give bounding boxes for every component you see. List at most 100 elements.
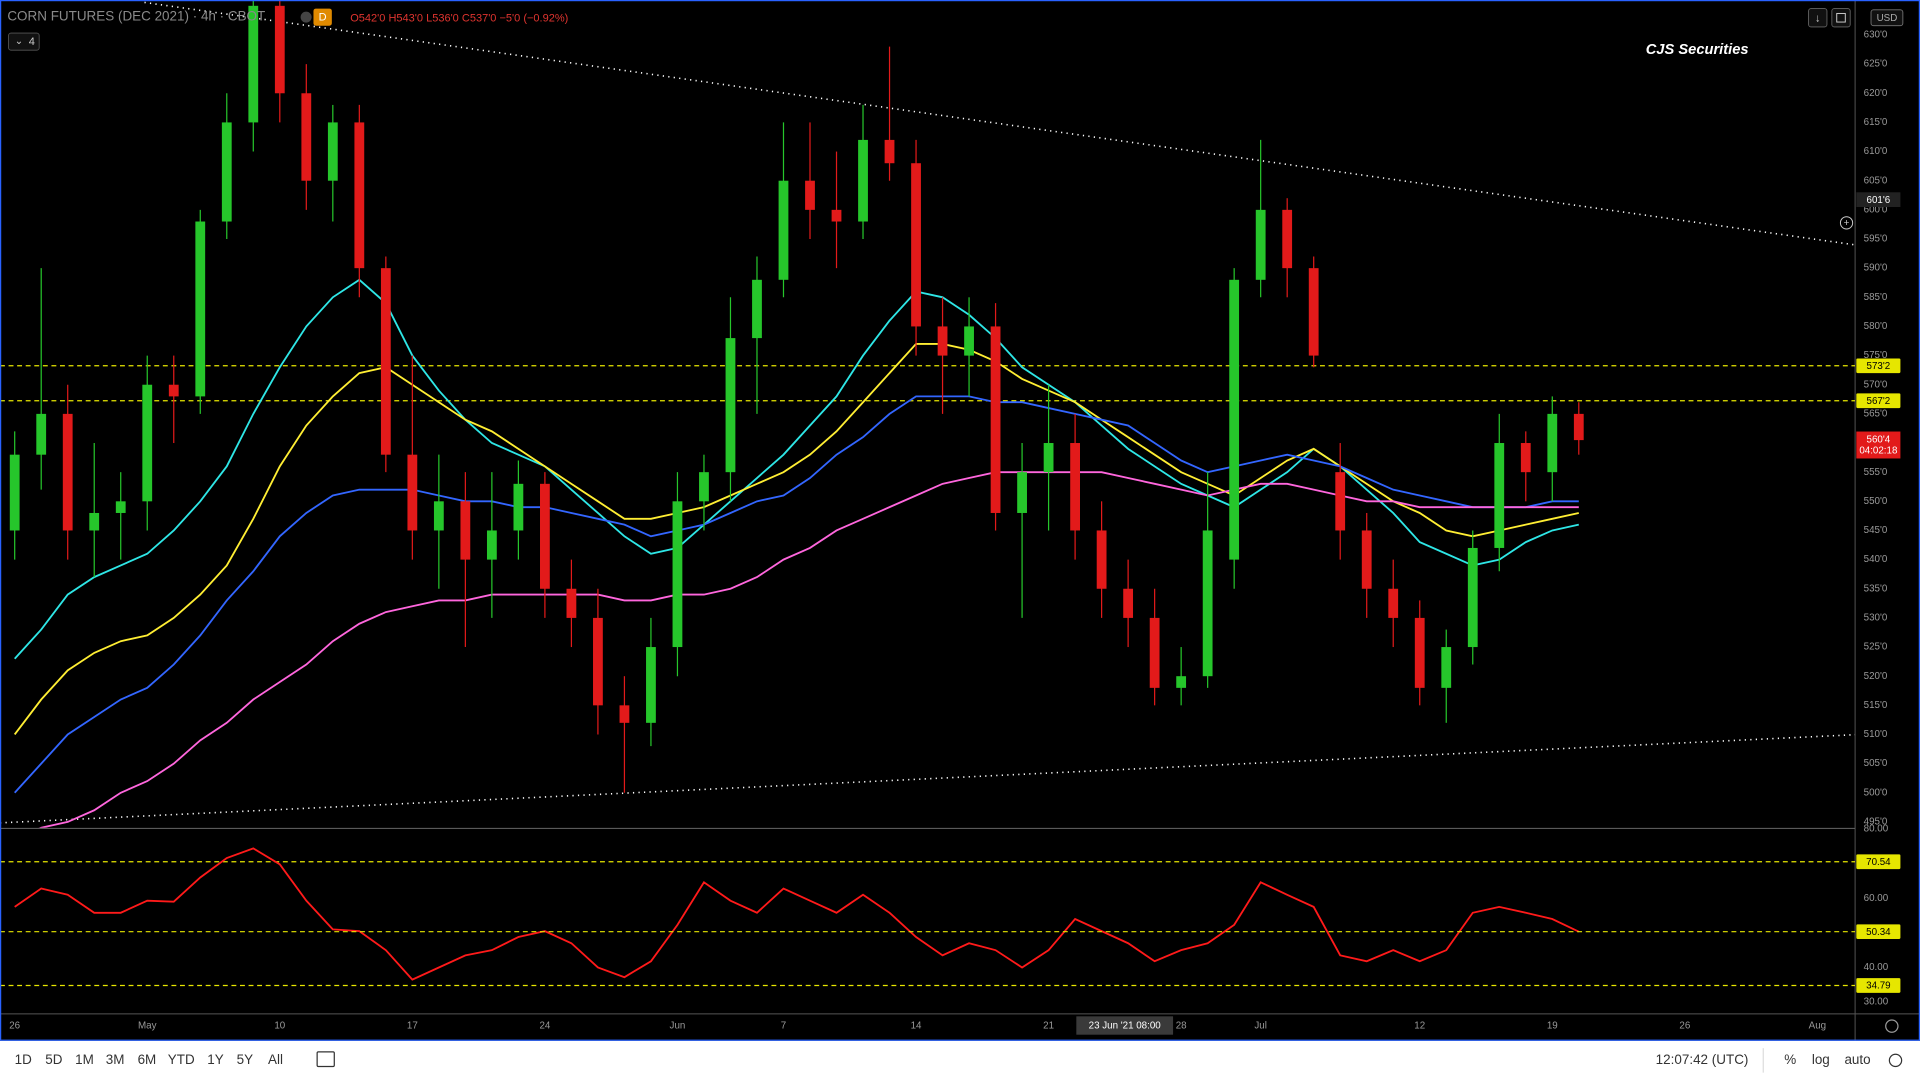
candle-body <box>1520 443 1531 473</box>
last-price-bg <box>1856 431 1901 459</box>
rsi-tick-label: 80.00 <box>1864 824 1889 835</box>
x-tick-label: 12 <box>1414 1021 1425 1032</box>
candle-body <box>89 512 100 531</box>
candle-body <box>1547 413 1558 473</box>
add-alert-icon[interactable]: + <box>1844 218 1850 229</box>
indicator-count[interactable]: 4 <box>29 36 35 48</box>
currency-label[interactable]: USD <box>1877 13 1898 24</box>
price-level-label-bg <box>1856 358 1901 374</box>
candle-body <box>937 326 948 356</box>
range-button[interactable]: All <box>268 1052 283 1067</box>
y-tick-label: 570'0 <box>1864 379 1888 390</box>
rsi-level-label: 70.54 <box>1866 857 1891 868</box>
candle-body <box>1282 209 1293 269</box>
candle-body <box>1017 472 1027 513</box>
x-tick-label: 10 <box>274 1021 285 1032</box>
candle-body <box>699 472 709 502</box>
y-tick-label: 590'0 <box>1864 263 1888 274</box>
candle-body <box>619 705 630 723</box>
candle-body <box>168 384 179 397</box>
candle-body <box>301 93 312 181</box>
candle-body <box>1573 413 1584 441</box>
fullscreen-icon[interactable] <box>1836 12 1846 23</box>
y-tick-label: 610'0 <box>1864 146 1888 157</box>
range-button[interactable]: 5D <box>45 1052 62 1067</box>
y-tick-label: 585'0 <box>1864 292 1888 303</box>
candle-body <box>195 221 206 397</box>
ohlc-readout: O542'0 H543'0 L536'0 C537'0 −5'0 (−0.92%… <box>350 12 568 24</box>
candle-body <box>9 454 20 531</box>
candle-body <box>566 588 577 618</box>
goto-date-button[interactable] <box>316 1051 335 1068</box>
range-button[interactable]: 6M <box>138 1052 157 1067</box>
last-price: 560'4 <box>1867 435 1891 446</box>
x-tick-label: 26 <box>9 1021 20 1032</box>
y-tick-label: 595'0 <box>1864 234 1888 245</box>
y-tick-label: 630'0 <box>1864 30 1888 41</box>
rsi-tick-label: 30.00 <box>1864 997 1889 1008</box>
moving-average <box>38 471 1579 828</box>
rsi-last-label: 50.34 <box>1866 927 1891 938</box>
y-tick-label: 550'0 <box>1864 496 1888 507</box>
candle-body <box>1414 617 1425 688</box>
indicator-toggle-arrow[interactable]: ⌄ <box>15 36 23 47</box>
y-tick-label: 580'0 <box>1864 321 1888 332</box>
range-button[interactable]: 1D <box>15 1052 32 1067</box>
price-level-label: 567'2 <box>1867 396 1891 407</box>
interval-badge-bg[interactable] <box>313 8 332 26</box>
add-alert-button[interactable] <box>1839 216 1854 230</box>
range-button[interactable]: 1M <box>75 1052 94 1067</box>
candle-body <box>327 122 338 181</box>
range-button[interactable]: 1Y <box>207 1052 223 1067</box>
download-icon[interactable]: ↓ <box>1815 12 1821 24</box>
range-button[interactable]: 3M <box>106 1052 125 1067</box>
auto-toggle[interactable]: auto <box>1844 1052 1870 1067</box>
rsi-tick-label: 60.00 <box>1864 893 1889 904</box>
rsi-level-label: 34.79 <box>1866 981 1890 992</box>
candle-body <box>380 268 391 455</box>
percent-toggle[interactable]: % <box>1784 1052 1796 1067</box>
rsi-line <box>14 847 1580 981</box>
y-tick-label: 530'0 <box>1864 612 1888 623</box>
candle-body <box>1176 676 1187 688</box>
price-level-label: 573'2 <box>1867 361 1891 372</box>
log-toggle[interactable]: log <box>1812 1052 1830 1067</box>
fullscreen-button[interactable] <box>1831 8 1851 28</box>
candle-body <box>884 139 895 164</box>
y-tick-label: 525'0 <box>1864 642 1888 653</box>
range-button[interactable]: 5Y <box>237 1052 253 1067</box>
y-tick-label: 600'0 <box>1864 204 1888 215</box>
y-tick-label: 555'0 <box>1864 467 1888 478</box>
candle-body <box>354 122 365 269</box>
y-tick-label: 540'0 <box>1864 554 1888 565</box>
y-tick-label: 535'0 <box>1864 583 1888 594</box>
rsi-last-label-bg <box>1856 924 1901 940</box>
price-level-label-bg <box>1856 393 1901 409</box>
candle-body <box>1202 530 1213 677</box>
candle-body <box>1255 209 1266 280</box>
candle-body <box>274 5 285 94</box>
candle-body <box>1096 530 1107 589</box>
chart-background <box>0 0 1920 1041</box>
download-button[interactable] <box>1808 8 1828 28</box>
candle-body <box>1388 588 1399 618</box>
interval-badge[interactable]: D <box>319 12 327 24</box>
candle-body <box>540 483 550 589</box>
y-tick-label: 565'0 <box>1864 408 1888 419</box>
candle-body <box>1123 588 1134 618</box>
y-tick-label: 515'0 <box>1864 700 1888 711</box>
indicator-toggle-bg[interactable] <box>8 32 40 51</box>
currency-button[interactable] <box>1870 9 1904 27</box>
candle-body <box>593 617 603 706</box>
rsi-tick-label: 40.00 <box>1864 962 1889 973</box>
candle-body <box>407 454 418 531</box>
moving-average <box>13 343 1579 736</box>
x-tick-label: May <box>138 1021 157 1032</box>
candle-body <box>646 647 656 723</box>
y-tick-label: 500'0 <box>1864 787 1888 798</box>
toolbar-settings[interactable] <box>1888 1053 1903 1068</box>
range-button[interactable]: YTD <box>168 1052 195 1067</box>
settings-button[interactable] <box>1885 1019 1899 1033</box>
chart-frame <box>0 0 1920 1041</box>
